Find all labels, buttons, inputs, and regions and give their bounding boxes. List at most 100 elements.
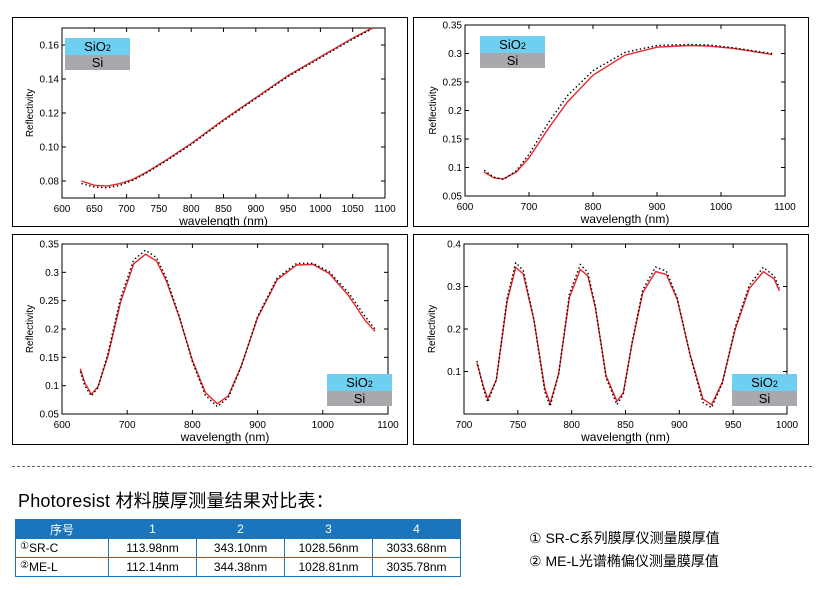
y-tick-label: 0.05 xyxy=(443,192,463,203)
y-tick-label: 0.15 xyxy=(443,135,463,146)
x-tick-label: 600 xyxy=(54,420,71,431)
fitted-series-line xyxy=(483,44,773,180)
table-cell: 1028.56nm xyxy=(284,538,373,558)
table-cell: 3033.68nm xyxy=(372,538,461,558)
table-cell: 343.10nm xyxy=(196,538,285,558)
x-tick-label: 900 xyxy=(247,204,264,215)
x-tick-label: 800 xyxy=(184,420,201,431)
x-tick-label: 950 xyxy=(725,420,742,431)
x-tick-label: 900 xyxy=(249,420,266,431)
measured-series-line xyxy=(79,249,376,408)
y-tick-label: 0.2 xyxy=(447,325,461,336)
y-tick-label: 0.4 xyxy=(447,240,461,251)
y-tick-label: 0.16 xyxy=(40,41,60,52)
measured-series-line xyxy=(476,262,781,409)
reflectivity-chart-3: 600 700 800 900 1000 1100 0.05 0.1 0.15 0.2 0.25 0.… xyxy=(25,240,399,445)
y-tick-label: 0.35 xyxy=(40,240,60,251)
x-tick-label: 600 xyxy=(54,204,71,215)
row-label-me-l: ②ME-L xyxy=(15,557,109,577)
y-tick-label: 0.35 xyxy=(443,21,463,32)
layer-legend: SiO2 Si xyxy=(65,38,130,70)
table-cell: 1028.81nm xyxy=(284,557,373,577)
y-axis-label: Reflectivity xyxy=(428,86,439,134)
y-tick-label: 0.1 xyxy=(447,367,461,378)
row-label-sr-c: ①SR-C xyxy=(15,538,109,558)
x-tick-label: 700 xyxy=(456,420,473,431)
x-tick-label: 800 xyxy=(563,420,580,431)
reflectivity-chart-4: 700 750 800 850 900 950 1000 0.1 0.2 0.3 0.4 wavele… xyxy=(427,240,799,445)
x-tick-label: 900 xyxy=(649,202,666,213)
y-tick-label: 0.2 xyxy=(45,325,59,336)
table-header-row: 序号 1 2 3 4 xyxy=(15,519,461,539)
y-tick-label: 0.2 xyxy=(448,106,462,117)
x-tick-label: 1050 xyxy=(342,204,365,215)
table-cell: 113.98nm xyxy=(108,538,197,558)
measured-series-line xyxy=(483,43,773,181)
si-substrate-label: Si xyxy=(65,55,130,70)
si-substrate-label: Si xyxy=(732,391,797,406)
y-tick-label: 0.14 xyxy=(40,75,60,86)
sio2-layer-label: SiO2 xyxy=(327,374,392,391)
header-cell-3: 3 xyxy=(284,519,373,539)
layer-legend: SiO2 Si xyxy=(327,374,392,406)
x-tick-label: 600 xyxy=(457,202,474,213)
x-tick-label: 750 xyxy=(509,420,526,431)
y-tick-label: 0.15 xyxy=(40,353,60,364)
y-tick-label: 0.3 xyxy=(45,268,59,279)
y-axis-label: Reflectivity xyxy=(427,305,438,353)
reflectivity-chart-1: 600 650 700 750 800 850 900 950 1000 1050 1100 0.08… xyxy=(25,27,396,226)
y-tick-label: 0.1 xyxy=(45,381,59,392)
note-sr-c: ① SR-C系列膜厚仪测量膜厚值 xyxy=(529,530,720,546)
x-tick-label: 800 xyxy=(183,204,200,215)
header-cell-2: 2 xyxy=(196,519,285,539)
dashed-divider xyxy=(12,466,812,467)
x-tick-label: 1000 xyxy=(710,202,733,213)
table-cell: 344.38nm xyxy=(196,557,285,577)
x-tick-label: 1000 xyxy=(309,204,332,215)
table-row: ②ME-L 112.14nm 344.38nm 1028.81nm 3035.7… xyxy=(15,557,461,577)
x-tick-label: 750 xyxy=(151,204,168,215)
x-tick-label: 700 xyxy=(118,204,135,215)
thickness-comparison-table: 序号 1 2 3 4 ①SR-C 113.98nm 343.10nm 1028.… xyxy=(15,519,461,577)
y-tick-label: 0.3 xyxy=(447,282,461,293)
y-axis-label: Reflectivity xyxy=(25,89,36,137)
y-tick-label: 0.08 xyxy=(40,177,60,188)
x-tick-label: 800 xyxy=(585,202,602,213)
y-tick-label: 0.12 xyxy=(40,109,60,120)
si-substrate-label: Si xyxy=(480,53,545,68)
y-tick-label: 0.05 xyxy=(40,410,60,421)
reflectivity-chart-2: 600 700 800 900 1000 1100 0.05 0.1 0.15 0.2 0.25 0.… xyxy=(428,21,796,227)
x-tick-label: 700 xyxy=(119,420,136,431)
layer-legend: SiO2 Si xyxy=(480,36,545,68)
comparison-heading: Photoresist 材料膜厚测量结果对比表： xyxy=(18,491,334,511)
chart-panel-3: 600 700 800 900 1000 1100 0.05 0.1 0.15 0.2 0.25 0.… xyxy=(12,234,408,445)
measured-series-line xyxy=(81,28,373,189)
header-cell-index: 序号 xyxy=(15,519,109,539)
x-tick-label: 1100 xyxy=(374,204,396,215)
legend-notes: ① SR-C系列膜厚仪测量膜厚值 ② ME-L光谱椭偏仪测量膜厚值 xyxy=(529,527,720,573)
x-tick-label: 850 xyxy=(617,420,634,431)
header-cell-4: 4 xyxy=(372,519,461,539)
x-tick-label: 700 xyxy=(521,202,538,213)
x-axis-label: wavelength (nm) xyxy=(580,212,670,226)
x-tick-label: 900 xyxy=(671,420,688,431)
x-axis-label: wavelength (nm) xyxy=(178,214,268,226)
x-axis-label: wavelength (nm) xyxy=(580,430,670,444)
y-axis-label: Reflectivity xyxy=(25,305,36,353)
x-tick-label: 950 xyxy=(280,204,297,215)
x-tick-label: 1100 xyxy=(774,202,796,213)
chart-panel-2: 600 700 800 900 1000 1100 0.05 0.1 0.15 0.2 0.25 0.… xyxy=(413,17,809,227)
sio2-layer-label: SiO2 xyxy=(732,374,797,391)
y-tick-label: 0.1 xyxy=(448,163,462,174)
layer-legend: SiO2 Si xyxy=(732,374,797,406)
chart-panel-4: 700 750 800 850 900 950 1000 0.1 0.2 0.3 0.4 wavele… xyxy=(413,234,809,445)
x-tick-label: 1000 xyxy=(776,420,799,431)
header-cell-1: 1 xyxy=(108,519,197,539)
x-tick-label: 1100 xyxy=(377,420,399,431)
x-tick-label: 1000 xyxy=(312,420,335,431)
table-cell: 3035.78nm xyxy=(372,557,461,577)
y-tick-label: 0.25 xyxy=(443,78,463,89)
x-tick-label: 650 xyxy=(86,204,103,215)
x-tick-label: 850 xyxy=(215,204,232,215)
table-cell: 112.14nm xyxy=(108,557,197,577)
